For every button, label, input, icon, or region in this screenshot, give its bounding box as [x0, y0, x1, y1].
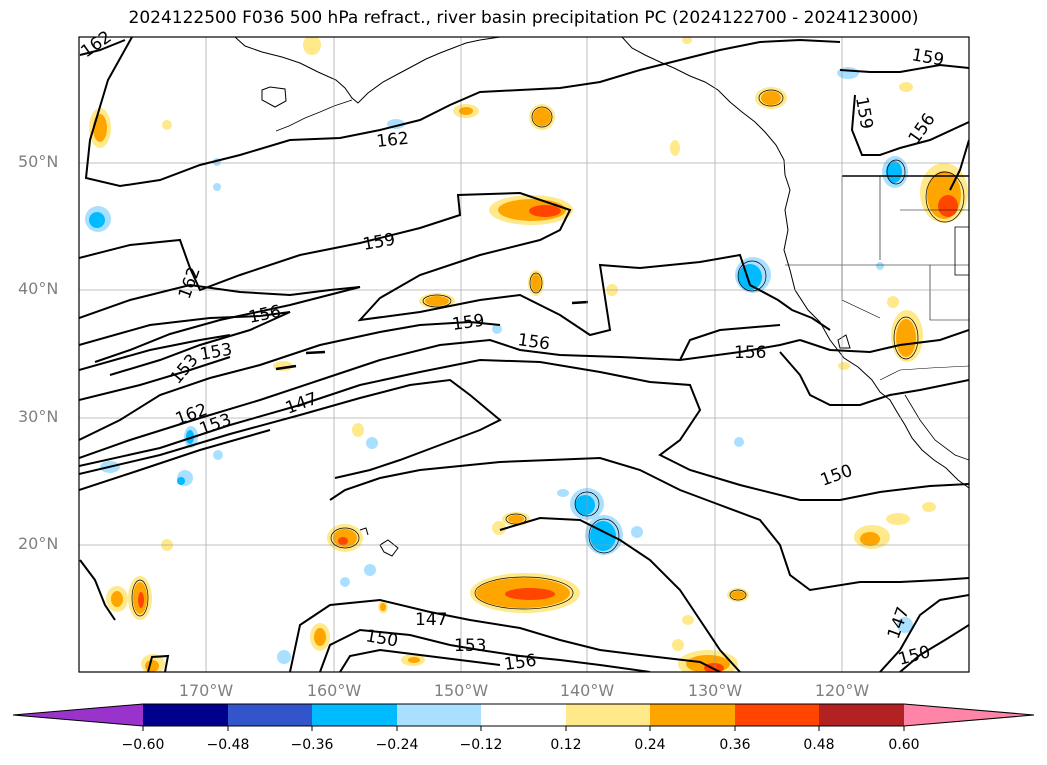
colorbar-tick-label: −0.36 — [290, 737, 334, 753]
colorbar — [12, 703, 1035, 731]
lon-label: 120°W — [814, 681, 870, 700]
colorbar-tick-label: −0.60 — [121, 737, 165, 753]
colorbar-bin — [312, 704, 397, 726]
colorbar-tick-label: 0.36 — [719, 737, 751, 753]
lat-label: 30°N — [18, 407, 59, 426]
colorbar-extend-right — [904, 704, 1034, 726]
colorbar-tick-label: −0.24 — [375, 737, 419, 753]
colorbar-tick-label: 0.60 — [888, 737, 920, 753]
lon-label: 150°W — [433, 681, 489, 700]
colorbar-bin — [143, 704, 228, 726]
contour-label: 156 — [503, 651, 538, 675]
colorbar-tick-label: −0.48 — [206, 737, 250, 753]
lat-label: 20°N — [18, 534, 59, 553]
colorbar-bin — [481, 704, 566, 726]
colorbar-bin — [735, 704, 819, 726]
refractivity-contours — [79, 37, 969, 672]
colorbar-tick-label: 0.24 — [634, 737, 666, 753]
colorbar-bin — [819, 704, 904, 726]
precip-shading — [85, 37, 968, 672]
lat-label: 50°N — [18, 152, 59, 171]
colorbar-bin — [566, 704, 650, 726]
colorbar-tick-label: −0.12 — [459, 737, 503, 753]
contour-label: 159 — [451, 311, 486, 335]
map-title: 2024122500 F036 500 hPa refract., river … — [128, 8, 919, 28]
contour-label: 147 — [415, 610, 447, 630]
lat-label: 40°N — [18, 279, 59, 298]
colorbar-extend-left — [13, 704, 143, 726]
contour-labels: 162 162 159 159 159 159 156 156 156 156 … — [77, 27, 945, 675]
precip-outlines — [131, 89, 965, 617]
lon-label: 130°W — [687, 681, 743, 700]
colorbar-bin — [650, 704, 735, 726]
lon-label: 160°W — [306, 681, 362, 700]
contour-label: 156 — [734, 343, 766, 363]
contour-label: 162 — [375, 129, 409, 152]
colorbar-tick-label: 0.48 — [803, 737, 835, 753]
contour-label: 153 — [454, 636, 486, 656]
lon-label: 140°W — [559, 681, 615, 700]
colorbar-bin — [397, 704, 481, 726]
colorbar-tick-label: 0.12 — [550, 737, 582, 753]
map-panel — [79, 37, 969, 672]
colorbar-bin — [228, 704, 312, 726]
map-frame — [78, 36, 970, 673]
contour-label: 156 — [516, 330, 551, 354]
lon-label: 170°W — [178, 681, 234, 700]
